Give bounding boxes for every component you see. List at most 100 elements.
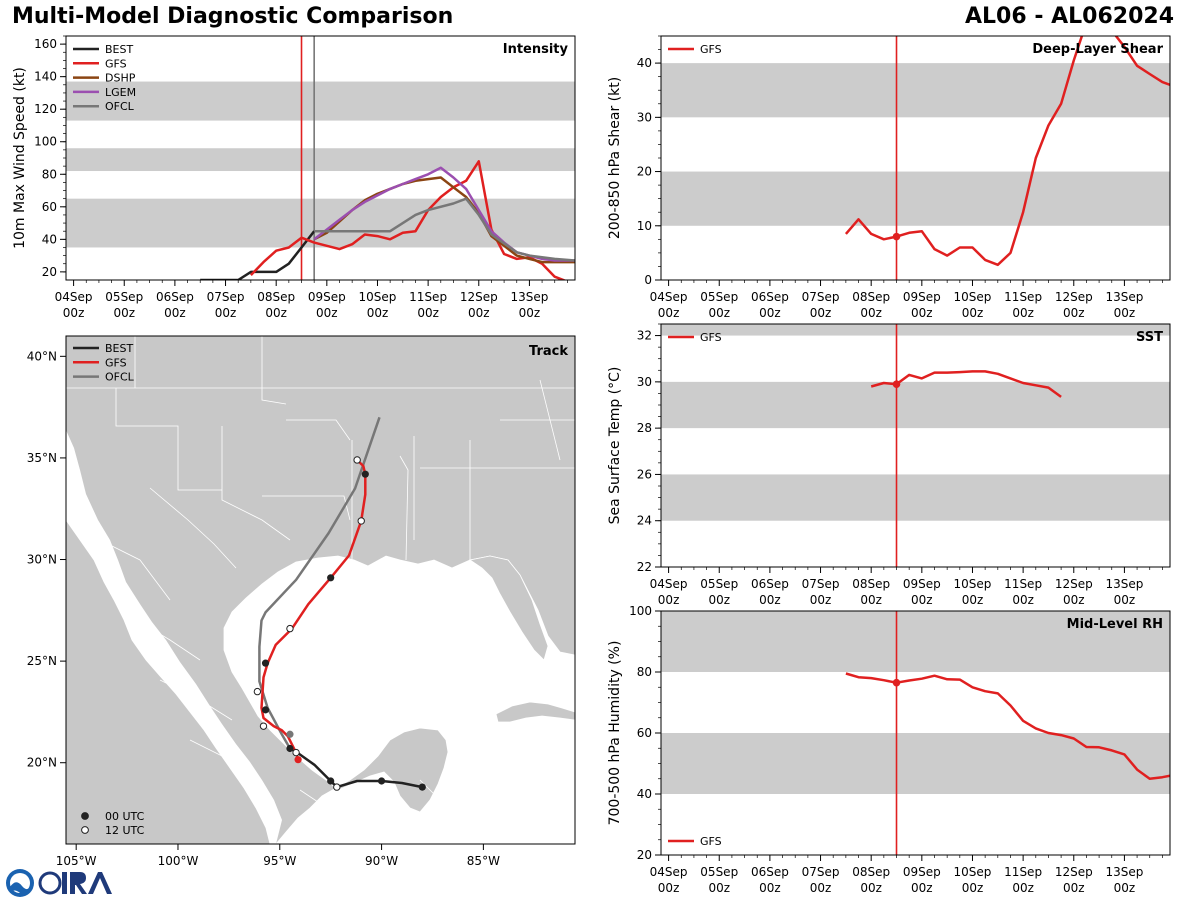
intensity-ylabel: 10m Max Wind Speed (kt) [12,67,28,249]
rh-legend-label-gfs: GFS [700,835,722,848]
shear-xtick-label: 00z [810,306,832,320]
shear-ylabel: 200-850 hPa Shear (kt) [607,77,623,239]
sst-band-1 [661,381,1170,429]
track-point-gfs [327,574,335,582]
rh-title: Mid-Level RH [1067,617,1163,632]
rh-xtick-label: 00z [1114,881,1136,895]
shear-ytick-label: 20 [637,165,652,179]
rh-legend: GFS [668,835,722,848]
track-point-best [327,777,335,785]
intensity-xtick-label: 12Sep [460,290,498,304]
track-panel: 105°W 100°W 95°W 90°W 85°W 20°N 25°N 30°N 35°N 40… [27,335,576,868]
sst-ytick-label: 24 [637,514,652,528]
track-point-gfs [361,470,369,478]
track-point-gfs [261,706,270,714]
shear-frame [660,35,1171,281]
rh-xtick-label: 07Sep [802,865,840,879]
rh-xtick-label: 00z [860,881,882,895]
rh-ytick-label: 20 [637,848,652,862]
shear-legend: GFS [668,43,722,56]
rh-xtick-label: 00z [911,881,933,895]
noaa-logo [6,869,34,897]
track-xtick-label: 100°W [158,854,199,868]
intensity-xtick-label: 07Sep [207,290,245,304]
rh-ylabel: 700-500 hPa Humidity (%) [607,641,623,826]
shear-ytick-label: 40 [637,56,652,70]
intensity-xtick-label: 00z [468,306,490,320]
track-ytick-label: 20°N [27,756,57,770]
shear-band-1 [661,63,1170,118]
rh-ytick-label: 40 [637,787,652,801]
rh-xtick-label: 04Sep [650,865,688,879]
track-series-layer [253,416,426,791]
rh-xtick-label: 06Sep [751,865,789,879]
rh-xtick-label: 00z [658,881,680,895]
sst-xtick-label: 00z [1063,593,1085,607]
intensity-xtick-label: 00z [367,306,389,320]
intensity-ytick-label: 40 [42,232,57,246]
rh-frame [660,610,1171,856]
track-point-gfs [292,748,300,757]
sst-ytick-label: 26 [637,467,652,481]
rh-band-0 [661,733,1170,794]
track-marker-legend-dot [81,826,89,834]
track-xtick-label: 105°W [56,854,97,868]
track-legend-label-best: BEST [105,342,133,355]
shear-xtick-label: 00z [911,306,933,320]
intensity-xtick-label: 04Sep [55,290,93,304]
shear-xtick-label: 00z [1063,306,1085,320]
shear-ytick-label: 10 [637,219,652,233]
intensity-legend-label-best: BEST [105,43,133,56]
sst-ytick-label: 28 [637,421,652,435]
sst-xtick-label: 05Sep [700,577,738,591]
intensity-xtick-label: 00z [164,306,186,320]
intensity-ytick-label: 60 [42,200,57,214]
sst-current-point [892,380,901,388]
intensity-xtick-label: 06Sep [156,290,194,304]
sst-legend-label-gfs: GFS [700,331,722,344]
intensity-xtick-label: 05Sep [105,290,143,304]
track-ytick-label: 35°N [27,451,57,465]
intensity-xtick-label: 09Sep [308,290,346,304]
rh-xtick-label: 10Sep [954,865,992,879]
intensity-bands [66,81,575,248]
sst-bands [661,324,1170,521]
intensity-xtick-label: 00z [63,306,85,320]
intensity-ytick-label: 140 [34,70,57,84]
shear-xtick-label: 13Sep [1105,290,1143,304]
shear-series-gfs [844,36,1170,267]
sst-xtick-label: 10Sep [954,577,992,591]
intensity-series-best [200,230,316,280]
sst-xtick-label: 07Sep [802,577,840,591]
shear-xtick-label: 09Sep [903,290,941,304]
sst-xtick-label: 00z [911,593,933,607]
track-point-ofcl [286,730,294,738]
intensity-xtick-label: 00z [519,306,541,320]
sst-xtick-label: 00z [1114,593,1136,607]
intensity-xtick-label: 10Sep [359,290,397,304]
shear-ytick-label: 0 [644,273,652,287]
sst-ytick-label: 30 [637,375,652,389]
sst-xtick-label: 06Sep [751,577,789,591]
track-point-ofcl [253,687,262,696]
shear-panel: 0 10 20 30 40 04Sep 00z 05Sep 00z 06Sep 00z 07Sep 00… [607,35,1171,320]
intensity-legend-label-gfs: GFS [105,57,127,70]
track-legend-label-gfs: GFS [105,356,127,369]
political-borders [66,336,575,811]
intensity-ytick-label: 100 [34,135,57,149]
track-ytick-label: 30°N [27,553,57,567]
intensity-xtick-label: 00z [417,306,439,320]
intensity-series-gfs [250,160,567,280]
shear-xtick-label: 05Sep [700,290,738,304]
shear-xtick-label: 08Sep [852,290,890,304]
intensity-ytick-label: 80 [42,167,57,181]
intensity-ytick-label: 160 [34,37,57,51]
sst-ylabel: Sea Surface Temp (°C) [607,367,623,525]
shear-title: Deep-Layer Shear [1032,42,1163,57]
intensity-xtick-label: 11Sep [409,290,447,304]
sst-frame [660,323,1171,568]
track-layers: 105°W 100°W 95°W 90°W 85°W 20°N 25°N 30°N 35°N 40… [27,335,576,868]
